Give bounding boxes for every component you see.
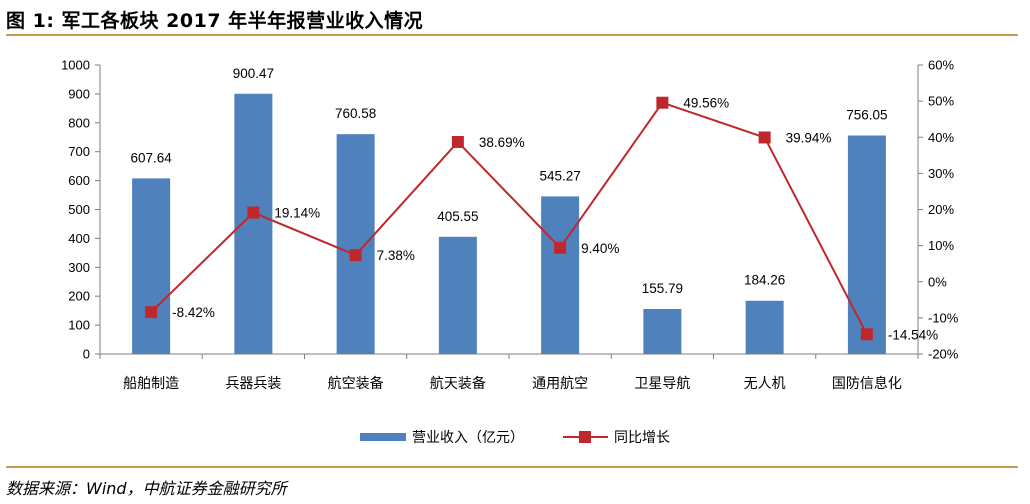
growth-value-label: -14.54%	[888, 327, 938, 342]
right-axis-tick-label: 40%	[928, 130, 954, 145]
left-axis-tick-label: 300	[68, 260, 90, 275]
growth-value-label: 39.94%	[786, 130, 832, 145]
right-axis-tick-label: -20%	[928, 347, 959, 362]
bottom-rule	[6, 466, 1018, 468]
left-axis-tick-label: 200	[68, 289, 90, 304]
growth-marker	[656, 96, 669, 109]
growth-value-label: 38.69%	[479, 135, 525, 150]
bar-value-label: 607.64	[130, 150, 172, 165]
top-rule	[6, 34, 1018, 36]
category-label: 通用航空	[532, 376, 588, 392]
left-axis-tick-label: 700	[68, 144, 90, 159]
growth-marker	[145, 306, 158, 319]
bar	[745, 300, 784, 354]
chart-axes: 0 100 200 300 400 500 600 700 800 900 1000 -20% -10%…	[61, 58, 959, 362]
bar	[438, 236, 477, 354]
growth-marker	[451, 135, 464, 148]
bar	[643, 308, 682, 354]
left-axis-tick-label: 500	[68, 202, 90, 217]
bar-value-label: 155.79	[642, 281, 683, 296]
growth-marker	[758, 131, 771, 144]
bar	[234, 93, 273, 355]
right-axis-tick-label: 30%	[928, 166, 954, 181]
growth-marker	[247, 206, 260, 219]
right-axis-tick-label: 60%	[928, 58, 954, 73]
bar	[847, 135, 886, 354]
category-label: 航空装备	[328, 375, 384, 392]
figure-title: 图 1: 军工各板块 2017 年半年报营业收入情况	[6, 10, 424, 32]
right-axis-tick-label: 0%	[928, 274, 947, 289]
bar-value-label: 760.58	[335, 106, 376, 121]
right-axis-tick-label: 10%	[928, 238, 954, 253]
growth-marker	[554, 241, 567, 254]
legend-line-label: 同比增长	[614, 430, 670, 446]
growth-value-label: 9.40%	[581, 241, 619, 256]
bar-data-labels: 607.64 900.47 760.58 405.55 545.27 155.79 184.…	[130, 66, 887, 296]
category-label: 国防信息化	[832, 375, 902, 392]
category-label: 无人机	[744, 376, 786, 392]
bar-series	[132, 93, 886, 355]
left-axis-tick-label: 800	[68, 115, 90, 130]
growth-value-label: 49.56%	[683, 96, 729, 111]
legend-line-marker	[579, 431, 591, 443]
growth-value-label: -8.42%	[172, 305, 215, 320]
growth-line	[150, 101, 868, 335]
left-axis-tick-label: 600	[68, 173, 90, 188]
left-axis-tick-label: 900	[68, 86, 90, 101]
line-series	[145, 96, 873, 341]
bar	[132, 178, 171, 354]
left-axis-tick-label: 100	[68, 318, 90, 333]
line-data-labels: -8.42% 19.14% 7.38% 38.69% 9.40% 49.56% 39.94%…	[172, 96, 938, 343]
left-axis-tick-label: 0	[83, 347, 90, 362]
bar-value-label: 756.05	[846, 108, 887, 123]
category-label: 兵器兵装	[225, 376, 281, 392]
legend: 营业收入（亿元） 同比增长	[360, 430, 670, 446]
growth-marker	[860, 328, 873, 341]
category-label: 船舶制造	[123, 376, 179, 392]
right-axis-tick-label: -10%	[928, 310, 959, 325]
left-axis-tick-label: 1000	[61, 58, 90, 73]
growth-value-label: 7.38%	[377, 248, 415, 263]
right-axis-tick-label: 20%	[928, 202, 954, 217]
source-note: 数据来源：Wind，中航证券金融研究所	[6, 479, 287, 498]
category-labels: 船舶制造 兵器兵装 航空装备 航天装备 通用航空 卫星导航 无人机 国防信息化	[123, 375, 902, 392]
bar-value-label: 900.47	[233, 66, 274, 81]
right-axis-tick-label: 50%	[928, 94, 954, 109]
category-label: 航天装备	[430, 375, 486, 392]
left-axis-tick-label: 400	[68, 231, 90, 246]
bar-value-label: 405.55	[437, 209, 478, 224]
bar-value-label: 545.27	[539, 168, 580, 183]
growth-value-label: 19.14%	[274, 206, 320, 221]
category-label: 卫星导航	[634, 376, 690, 392]
bar	[541, 196, 580, 354]
legend-bar-swatch	[360, 433, 406, 441]
bar	[336, 134, 375, 354]
legend-bar-label: 营业收入（亿元）	[412, 430, 524, 446]
growth-marker	[349, 249, 362, 262]
bar-value-label: 184.26	[744, 273, 785, 288]
